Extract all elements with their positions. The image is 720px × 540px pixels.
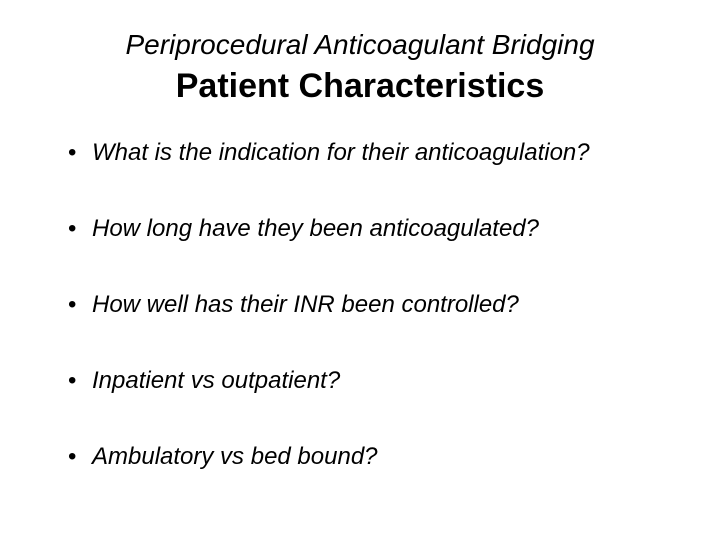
bullet-text: How well has their INR been controlled? xyxy=(92,291,519,318)
bullet-text: What is the indication for their anticoa… xyxy=(92,139,590,166)
bullet-text: Inpatient vs outpatient? xyxy=(92,367,340,394)
list-item: Ambulatory vs bed bound? xyxy=(68,442,680,472)
list-item: How well has their INR been controlled? xyxy=(68,290,680,320)
list-item: What is the indication for their anticoa… xyxy=(68,138,680,168)
heading-block: Periprocedural Anticoagulant Bridging Pa… xyxy=(40,28,680,106)
slide-supertitle: Periprocedural Anticoagulant Bridging xyxy=(40,28,680,62)
slide-title: Patient Characteristics xyxy=(40,66,680,107)
bullet-text: Ambulatory vs bed bound? xyxy=(92,443,378,470)
slide: Periprocedural Anticoagulant Bridging Pa… xyxy=(0,0,720,540)
bullet-list: What is the indication for their anticoa… xyxy=(40,138,680,472)
bullet-text: How long have they been anticoagulated? xyxy=(92,215,539,242)
list-item: How long have they been anticoagulated? xyxy=(68,214,680,244)
list-item: Inpatient vs outpatient? xyxy=(68,366,680,396)
